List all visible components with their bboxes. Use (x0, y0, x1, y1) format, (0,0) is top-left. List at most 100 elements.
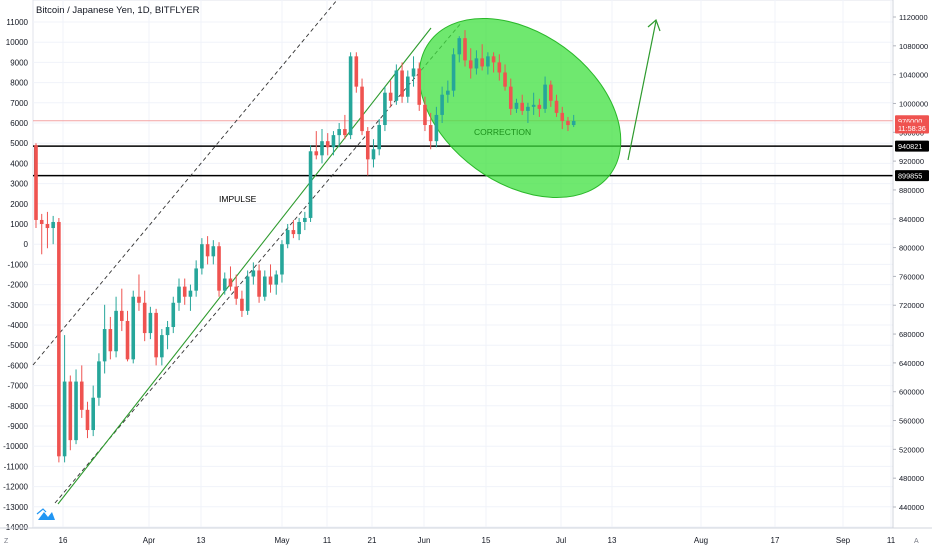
candle-body (394, 70, 399, 101)
candle (51, 215, 55, 245)
candle-body (440, 94, 444, 115)
right-tick-label: 560000 (899, 417, 924, 426)
logo-mark (38, 512, 55, 520)
left-tick-label: 9000 (10, 58, 28, 67)
candle (411, 56, 416, 87)
candle-body (148, 312, 153, 334)
candle-body (291, 230, 296, 235)
candle (394, 64, 399, 105)
candle-body (514, 102, 519, 109)
candle (474, 50, 479, 75)
candle (245, 270, 250, 315)
candle (543, 76, 547, 113)
candle-body (365, 131, 370, 160)
price-badge-bg (895, 170, 929, 182)
candle-body (228, 278, 233, 287)
price-badge-bg (895, 140, 929, 152)
candle-body (108, 329, 113, 352)
left-tick-label: -6000 (8, 361, 29, 370)
right-tick-label: 520000 (899, 445, 924, 454)
time-tick-label: 17 (771, 536, 780, 545)
candle-body (39, 219, 44, 224)
candle-body (348, 56, 353, 136)
candle (531, 92, 536, 115)
candle-body (285, 230, 290, 245)
right-price-axis[interactable]: 1120000108000010400001000000960000920000… (892, 0, 929, 528)
candle-body (406, 76, 410, 97)
right-tick-label: 840000 (899, 215, 924, 224)
candle (337, 123, 341, 148)
candle (371, 139, 376, 168)
left-tick-label: 6000 (10, 119, 28, 128)
trend-line (57, 27, 432, 505)
left-tick-label: 0 (24, 240, 29, 249)
time-tick-label: 15 (482, 536, 491, 545)
candle-body (571, 120, 576, 126)
candle-body (177, 286, 181, 303)
candle-body (560, 112, 565, 121)
candle-body (268, 276, 273, 285)
candle (97, 353, 101, 406)
candle-body (34, 145, 38, 220)
candle-body (200, 244, 204, 269)
time-axis[interactable]: 16 Apr 13 May 11 21 Jun 15 Jul 13 Aug 17 Sep 11 Z A (0, 527, 932, 545)
candle (446, 80, 450, 103)
candle-body (194, 268, 198, 291)
candle-body (131, 296, 136, 360)
candle-body (400, 70, 404, 97)
candle-body (537, 104, 542, 109)
candle (194, 260, 198, 297)
candle (200, 238, 204, 275)
candle (45, 211, 50, 249)
left-tick-label: -8000 (8, 402, 29, 411)
candle (34, 143, 38, 229)
right-tick-label: 440000 (899, 503, 924, 512)
candle-body (257, 270, 261, 297)
candle (325, 133, 330, 156)
left-tick-label: -9000 (8, 422, 29, 431)
candle (566, 116, 570, 132)
candle-body (57, 221, 61, 457)
right-tick-label: 680000 (899, 330, 924, 339)
candle (39, 213, 44, 255)
candle (491, 52, 496, 73)
candle-body (251, 270, 256, 277)
candle-body (520, 102, 524, 111)
candle (171, 296, 176, 334)
candle (314, 131, 319, 160)
left-tick-label: -10000 (3, 442, 28, 451)
candle (308, 145, 313, 222)
candle-body (171, 302, 176, 328)
candle-body (325, 141, 330, 148)
candle-body (474, 58, 479, 69)
candle-body (240, 298, 244, 311)
right-tick-label: 720000 (899, 301, 924, 310)
candle-body (497, 62, 502, 73)
candle (137, 274, 141, 311)
candle-body (354, 56, 359, 87)
channel-lower-line (54, 21, 463, 504)
annotations: IMPULSE CORRECTION (219, 127, 531, 204)
candle (154, 308, 158, 366)
left-tick-label: -2000 (8, 281, 29, 290)
time-tick-label: 11 (887, 536, 896, 545)
candle (406, 70, 410, 103)
candle-body (45, 224, 50, 229)
candle (79, 365, 84, 418)
candle (91, 385, 95, 437)
candle-body (74, 381, 78, 441)
candle (526, 102, 530, 123)
candle-body (79, 381, 84, 410)
candle (457, 36, 462, 63)
candle (57, 217, 61, 463)
candle (560, 106, 565, 130)
candle-body (423, 104, 427, 126)
price-badge: 11:58:36 (895, 122, 929, 134)
chart-title: Bitcoin / Japanese Yen, 1D, BITFLYER (36, 5, 200, 16)
candle (503, 64, 507, 91)
candle (165, 320, 170, 350)
candle (297, 217, 301, 241)
tradingview-logo-icon[interactable] (36, 508, 55, 520)
candle-body (411, 68, 416, 77)
